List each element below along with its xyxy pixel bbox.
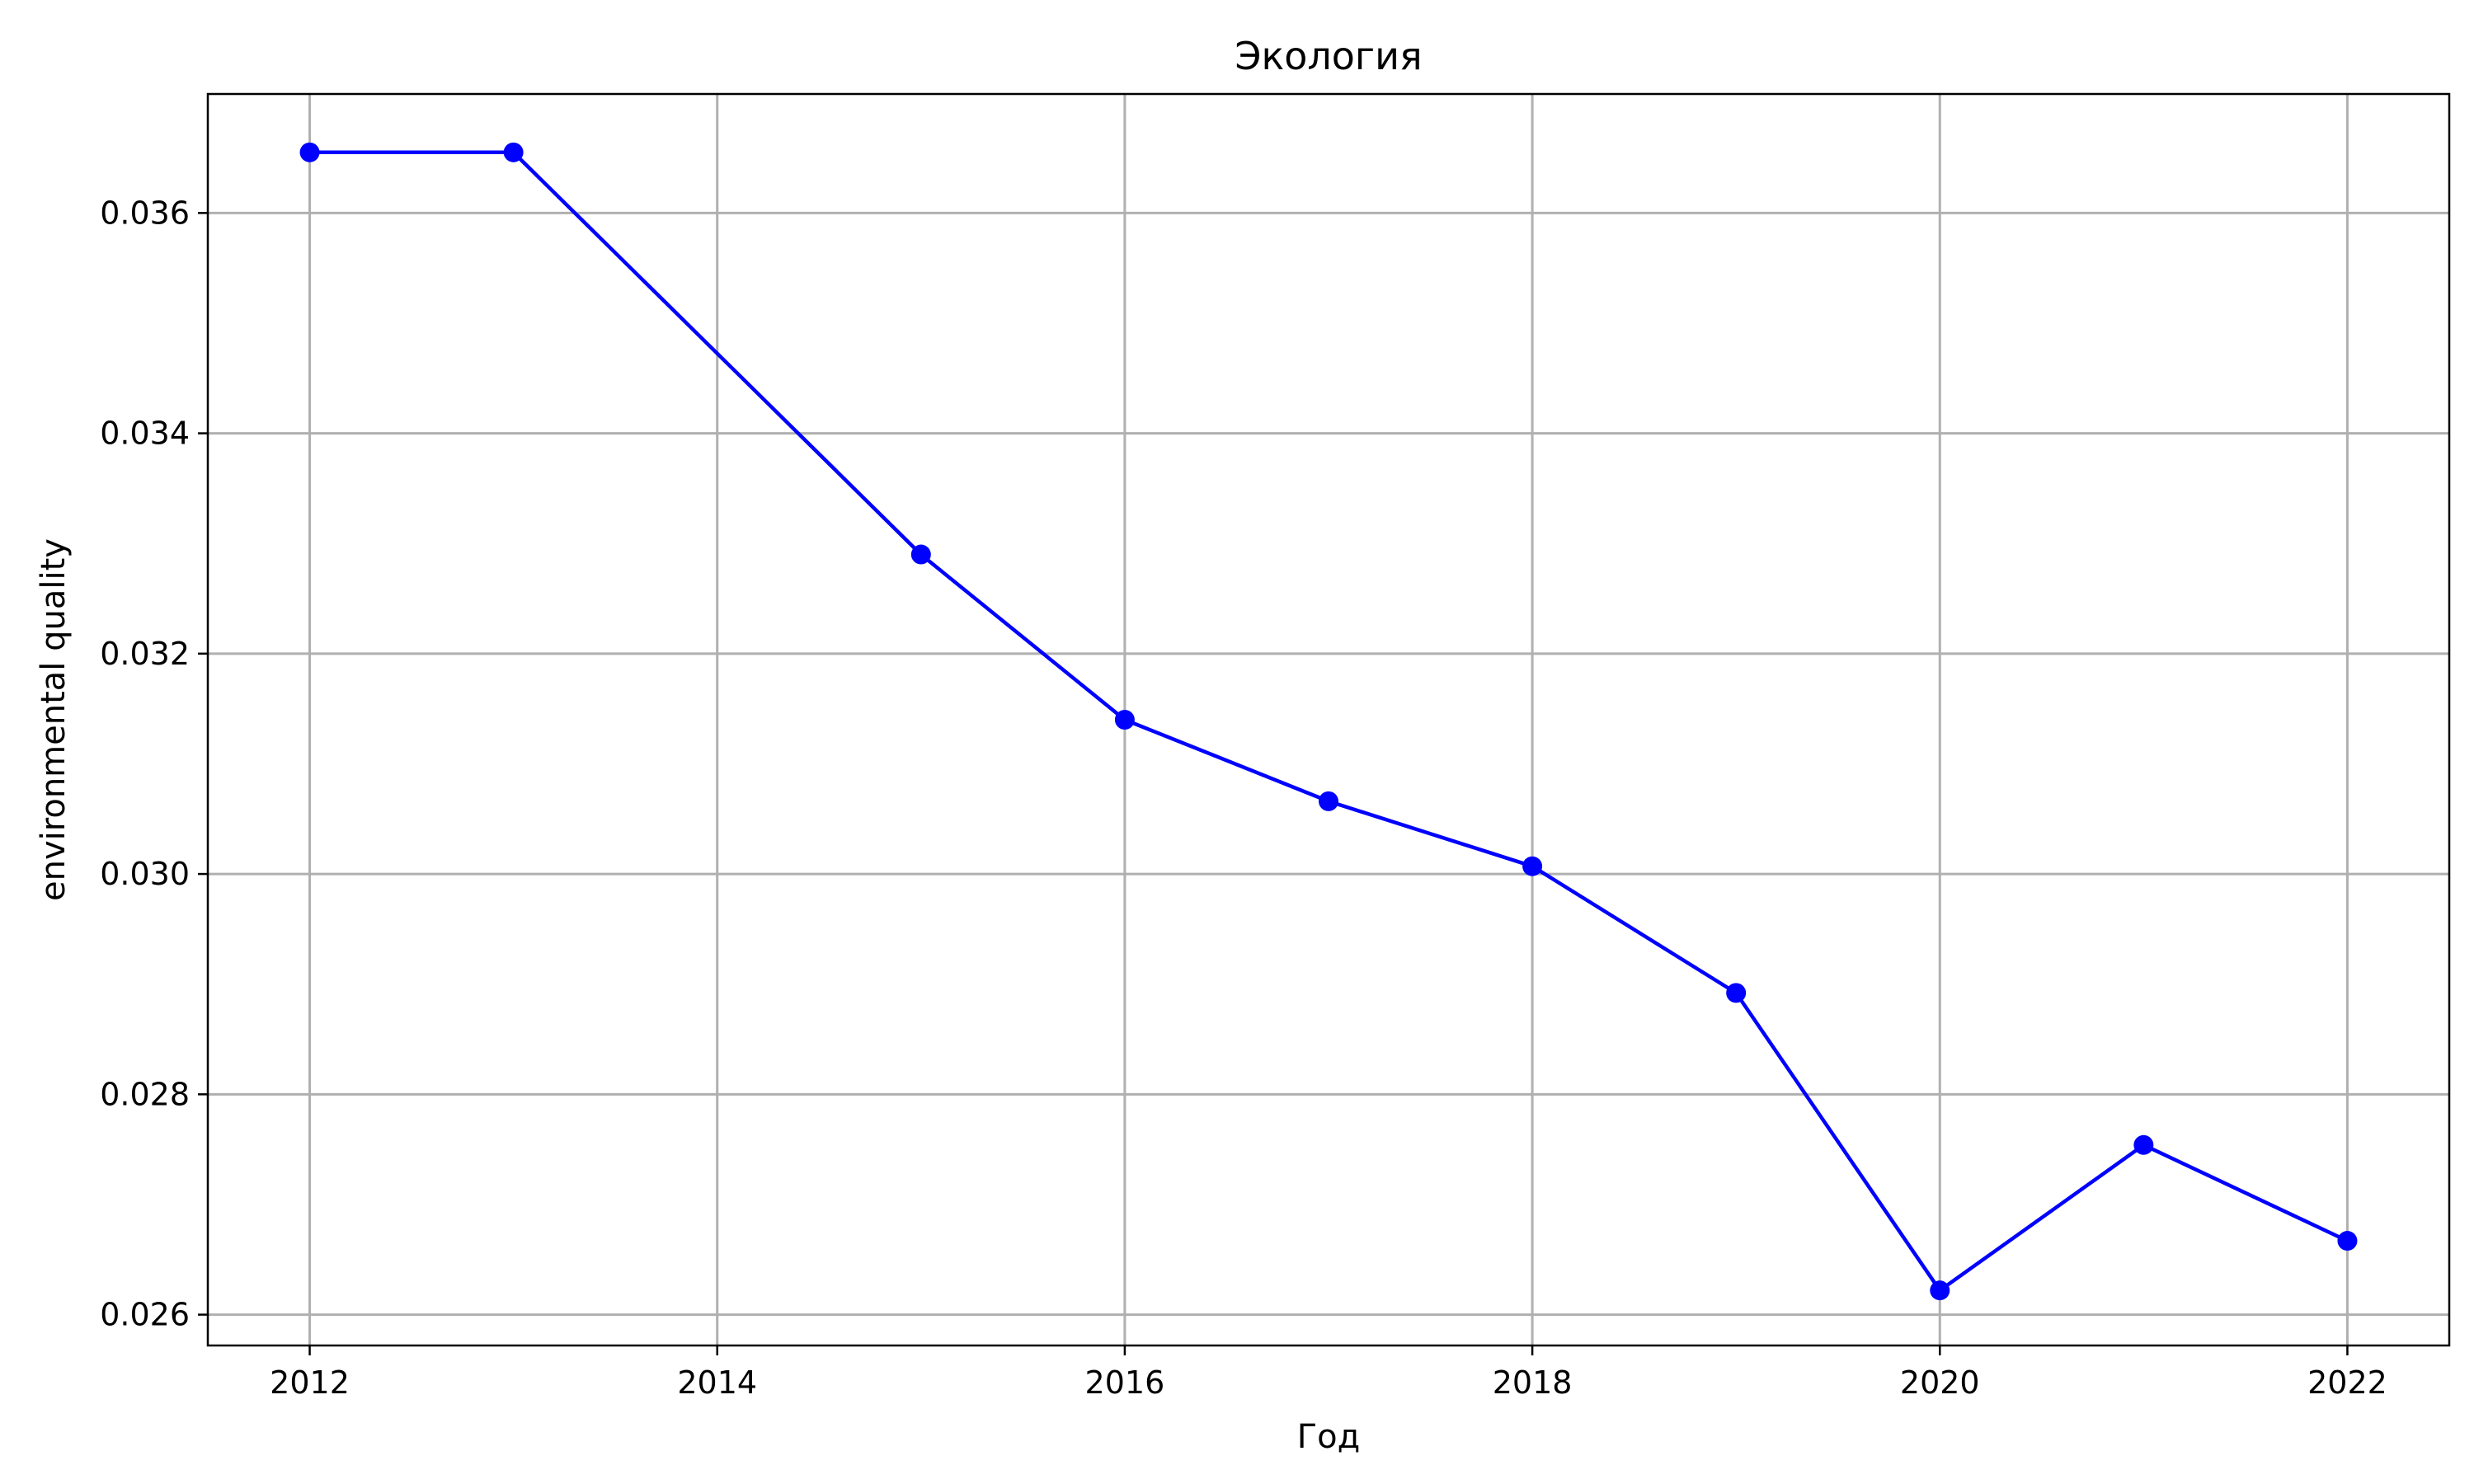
x-tick-label: 2012 bbox=[270, 1364, 350, 1401]
chart-title: Экология bbox=[1235, 34, 1422, 78]
grid bbox=[208, 94, 2449, 1345]
data-point bbox=[2337, 1231, 2358, 1252]
x-tick-label: 2018 bbox=[1493, 1364, 1573, 1401]
x-axis-title: Год bbox=[1297, 1418, 1361, 1456]
data-point bbox=[503, 142, 524, 162]
data-point bbox=[1930, 1280, 1950, 1301]
y-axis-title: environmental quality bbox=[35, 538, 73, 901]
y-tick-label: 0.026 bbox=[100, 1297, 190, 1333]
series-line bbox=[309, 150, 2349, 1293]
data-point bbox=[1114, 710, 1135, 730]
plot-frame bbox=[206, 92, 2451, 1347]
y-tick-label: 0.032 bbox=[100, 636, 190, 672]
data-point bbox=[1726, 983, 1747, 1003]
axis-ticks: 2012 2014 2016 2018 2020 2022 0.026 0.028 0.030 0… bbox=[100, 195, 2387, 1401]
y-tick-label: 0.036 bbox=[100, 195, 190, 231]
x-tick-label: 2014 bbox=[677, 1364, 757, 1401]
data-point bbox=[1522, 856, 1543, 876]
x-tick-label: 2016 bbox=[1085, 1364, 1165, 1401]
y-tick-label: 0.028 bbox=[100, 1076, 190, 1112]
data-point bbox=[910, 544, 931, 565]
data-point bbox=[1319, 791, 1338, 811]
series-layer bbox=[299, 142, 2358, 1301]
y-tick-label: 0.034 bbox=[100, 416, 190, 452]
y-tick-label: 0.030 bbox=[100, 856, 190, 892]
data-point bbox=[2133, 1134, 2154, 1155]
x-tick-label: 2020 bbox=[1900, 1364, 1980, 1401]
x-tick-label: 2022 bbox=[2307, 1364, 2387, 1401]
data-point bbox=[299, 142, 320, 162]
